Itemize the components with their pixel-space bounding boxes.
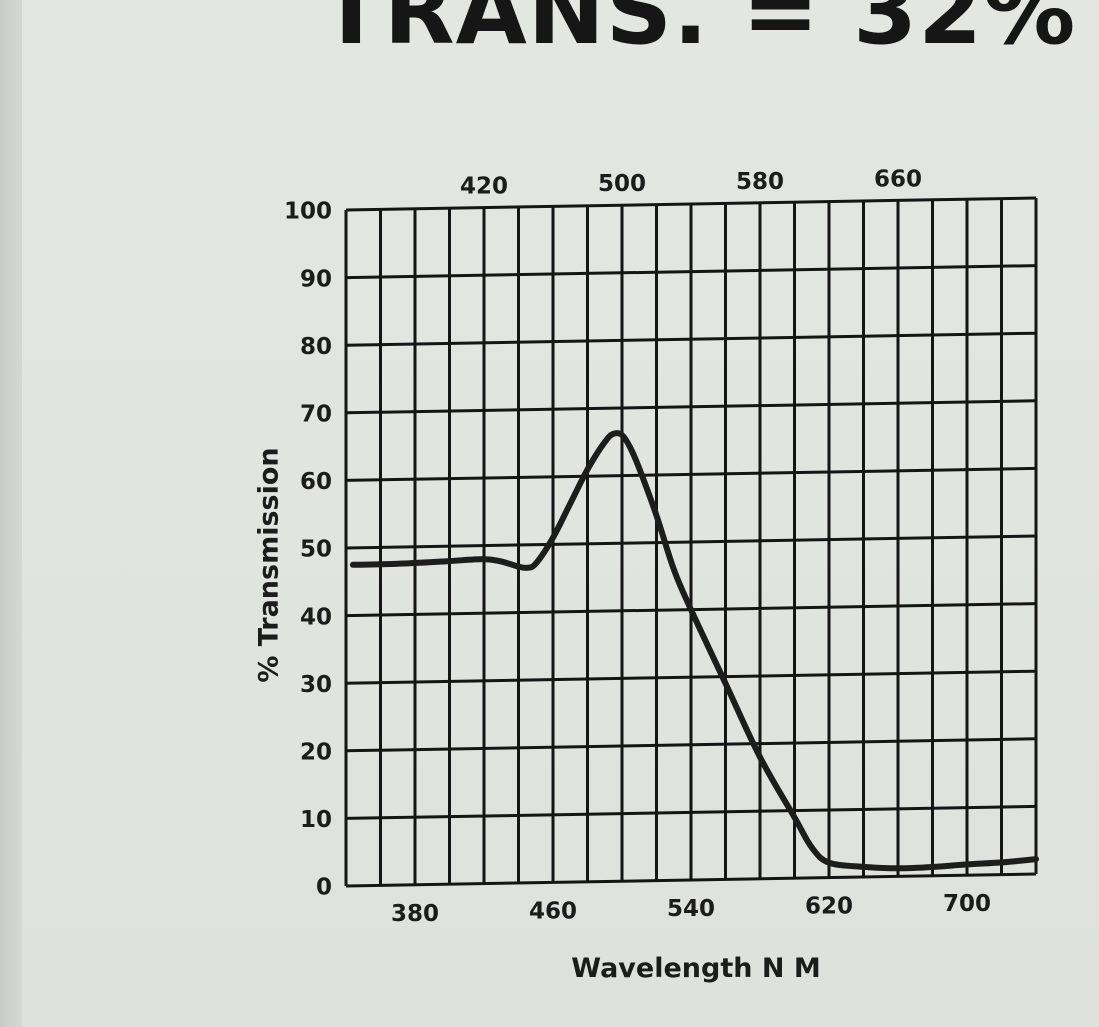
grid-line-horizontal xyxy=(345,399,1037,415)
y-axis-title: % Transmission xyxy=(254,447,285,682)
grid-line-horizontal xyxy=(345,331,1037,347)
x-tick-label-top: 580 xyxy=(736,169,784,195)
y-tick-label: 40 xyxy=(300,604,332,630)
y-tick-label: 10 xyxy=(300,807,332,833)
x-tick-label-top: 500 xyxy=(598,171,646,197)
grid-line-horizontal xyxy=(345,804,1037,820)
x-tick-label-bottom: 460 xyxy=(529,898,577,924)
x-tick-label-bottom: 540 xyxy=(667,896,715,922)
grid-line-horizontal xyxy=(345,196,1037,212)
y-tick-label: 50 xyxy=(300,537,332,563)
grid-line-horizontal xyxy=(345,264,1037,280)
grid-line-horizontal xyxy=(345,534,1037,550)
y-tick-label: 20 xyxy=(300,740,332,766)
y-tick-label: 30 xyxy=(300,672,332,698)
y-tick-label: 60 xyxy=(300,469,332,495)
grid-line-horizontal xyxy=(345,872,1037,888)
x-axis-title: Wavelength N M xyxy=(571,953,820,984)
grid-line-horizontal xyxy=(345,737,1037,753)
transmission-curve xyxy=(349,430,1039,872)
y-tick-label: 0 xyxy=(316,875,332,901)
x-tick-label-top: 660 xyxy=(874,166,922,192)
x-tick-label-top: 420 xyxy=(460,174,508,200)
grid-line-horizontal xyxy=(345,466,1037,482)
y-tick-label: 70 xyxy=(300,402,332,428)
y-tick-label: 100 xyxy=(284,199,332,225)
grid-line-horizontal xyxy=(345,669,1037,685)
y-tick-label: 80 xyxy=(300,334,332,360)
paper-shadow xyxy=(0,0,26,1027)
y-tick-label: 90 xyxy=(300,266,332,292)
x-tick-label-bottom: 620 xyxy=(805,894,853,920)
x-tick-label-bottom: 700 xyxy=(943,891,991,917)
x-tick-label-bottom: 380 xyxy=(391,901,439,927)
page-heading: TRANS. = 32% xyxy=(320,0,1077,65)
paper-sheet xyxy=(22,0,1099,1027)
